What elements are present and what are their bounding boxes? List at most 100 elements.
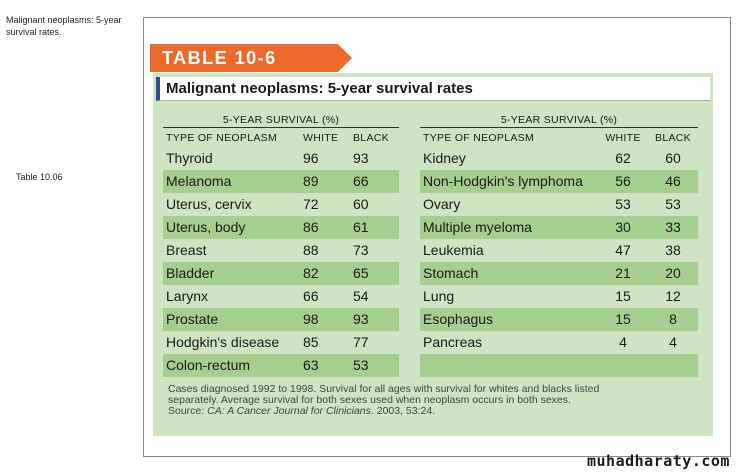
footnote-line: Cases diagnosed 1992 to 1998. Survival f… (168, 383, 600, 395)
black-value: 4 (669, 334, 677, 350)
white-value: 30 (615, 219, 631, 235)
table-row: Colon-rectum 63 53 (163, 354, 399, 377)
col-white-header: WHITE (303, 132, 339, 144)
table-title: Malignant neoplasms: 5-year survival rat… (156, 77, 710, 101)
table-row: Uterus, body 86 61 (163, 216, 399, 239)
white-value: 56 (615, 173, 631, 189)
white-value: 47 (615, 242, 631, 258)
neoplasm-name: Melanoma (166, 173, 232, 189)
black-value: 61 (353, 219, 369, 235)
white-value: 63 (303, 357, 319, 373)
side-label: Table 10.06 (16, 172, 63, 182)
col-black-header: BLACK (353, 132, 389, 144)
white-value: 66 (303, 288, 319, 304)
table-row: Larynx 66 54 (163, 285, 399, 308)
white-value: 82 (303, 265, 319, 281)
table-badge: TABLE 10-6 (150, 44, 352, 72)
neoplasm-name: Uterus, body (166, 219, 246, 235)
black-value: 65 (353, 265, 369, 281)
table-row: Esophagus 15 8 (420, 308, 698, 331)
white-value: 72 (303, 196, 319, 212)
white-value: 88 (303, 242, 319, 258)
col-black-header: BLACK (655, 132, 691, 144)
black-value: 20 (665, 265, 681, 281)
footnote-source: Source: CA: A Cancer Journal for Clinici… (168, 406, 708, 417)
table-row: Non-Hodgkin's lymphoma 56 46 (420, 170, 698, 193)
watermark: muhadharaty.com (587, 452, 730, 470)
white-value (598, 354, 648, 377)
neoplasm-name: Non-Hodgkin's lymphoma (423, 173, 583, 189)
neoplasm-name: Breast (166, 242, 207, 258)
black-value: 93 (353, 150, 369, 166)
neoplasm-name: Hodgkin's disease (166, 334, 280, 350)
table-row: Bladder 82 65 (163, 262, 399, 285)
footnote: Cases diagnosed 1992 to 1998. Survival f… (168, 384, 708, 417)
neoplasm-name (420, 354, 598, 377)
table-row: Melanoma 89 66 (163, 170, 399, 193)
white-value: 85 (303, 334, 319, 350)
neoplasm-name: Kidney (423, 150, 466, 166)
neoplasm-name: Ovary (423, 196, 461, 212)
white-value: 53 (615, 196, 631, 212)
neoplasm-name: Stomach (423, 265, 479, 281)
black-value: 46 (665, 173, 681, 189)
table-row: Lung 15 12 (420, 285, 698, 308)
group-header: 5-YEAR SURVIVAL (%) (163, 114, 399, 128)
col-white-header: WHITE (605, 132, 641, 144)
column-headers: TYPE OF NEOPLASM WHITE BLACK (163, 128, 399, 147)
neoplasm-name: Lung (423, 288, 455, 304)
white-value: 86 (303, 219, 319, 235)
table-row: Thyroid 96 93 (163, 147, 399, 170)
left-column: 5-YEAR SURVIVAL (%) TYPE OF NEOPLASM WHI… (163, 114, 399, 377)
black-value: 60 (665, 150, 681, 166)
white-value: 15 (615, 288, 631, 304)
white-value: 62 (615, 150, 631, 166)
source-prefix: Source: (168, 405, 208, 417)
neoplasm-name: Multiple myeloma (423, 219, 532, 235)
table-row: Pancreas 4 4 (420, 331, 698, 354)
black-value: 66 (353, 173, 369, 189)
left-rows: Thyroid 96 93 Melanoma 89 66 Uterus, cervix 72 6… (163, 147, 399, 377)
white-value: 98 (303, 311, 319, 327)
neoplasm-name: Thyroid (166, 150, 213, 166)
black-value: 53 (665, 196, 681, 212)
col-type-header: TYPE OF NEOPLASM (166, 132, 277, 144)
black-value: 53 (353, 357, 369, 373)
white-value: 89 (303, 173, 319, 189)
neoplasm-name: Uterus, cervix (166, 196, 252, 212)
neoplasm-name: Esophagus (423, 311, 494, 327)
table-row: Uterus, cervix 72 60 (163, 193, 399, 216)
table-row: Leukemia 47 38 (420, 239, 698, 262)
neoplasm-name: Prostate (166, 311, 219, 327)
black-value: 33 (665, 219, 681, 235)
right-rows: Kidney 62 60 Non-Hodgkin's lymphoma 56 46 Ovar… (420, 147, 698, 377)
source-journal: CA: A Cancer Journal for Clinicians (207, 405, 371, 417)
black-value: 8 (669, 311, 677, 327)
black-value: 77 (353, 334, 369, 350)
table-row: Stomach 21 20 (420, 262, 698, 285)
neoplasm-name: Pancreas (423, 334, 483, 350)
white-value: 4 (619, 334, 627, 350)
black-value: 12 (665, 288, 681, 304)
black-value (648, 354, 698, 377)
white-value: 15 (615, 311, 631, 327)
side-caption: Malignant neoplasms: 5-year survival rat… (6, 15, 122, 37)
source-suffix: . 2003, 53:24. (370, 405, 436, 417)
table-row: Multiple myeloma 30 33 (420, 216, 698, 239)
column-headers: TYPE OF NEOPLASM WHITE BLACK (420, 128, 698, 147)
black-value: 73 (353, 242, 369, 258)
right-column: 5-YEAR SURVIVAL (%) TYPE OF NEOPLASM WHI… (420, 114, 698, 377)
col-type-header: TYPE OF NEOPLASM (423, 132, 534, 144)
table-row: Breast 88 73 (163, 239, 399, 262)
table-row: Kidney 62 60 (420, 147, 698, 170)
footnote-line: separately. Average survival for both se… (168, 394, 571, 406)
black-value: 60 (353, 196, 369, 212)
neoplasm-name: Leukemia (423, 242, 484, 258)
table-row: Ovary 53 53 (420, 193, 698, 216)
black-value: 93 (353, 311, 369, 327)
black-value: 54 (353, 288, 369, 304)
neoplasm-name: Colon-rectum (166, 357, 251, 373)
group-header: 5-YEAR SURVIVAL (%) (420, 114, 698, 128)
white-value: 21 (615, 265, 631, 281)
black-value: 38 (665, 242, 681, 258)
